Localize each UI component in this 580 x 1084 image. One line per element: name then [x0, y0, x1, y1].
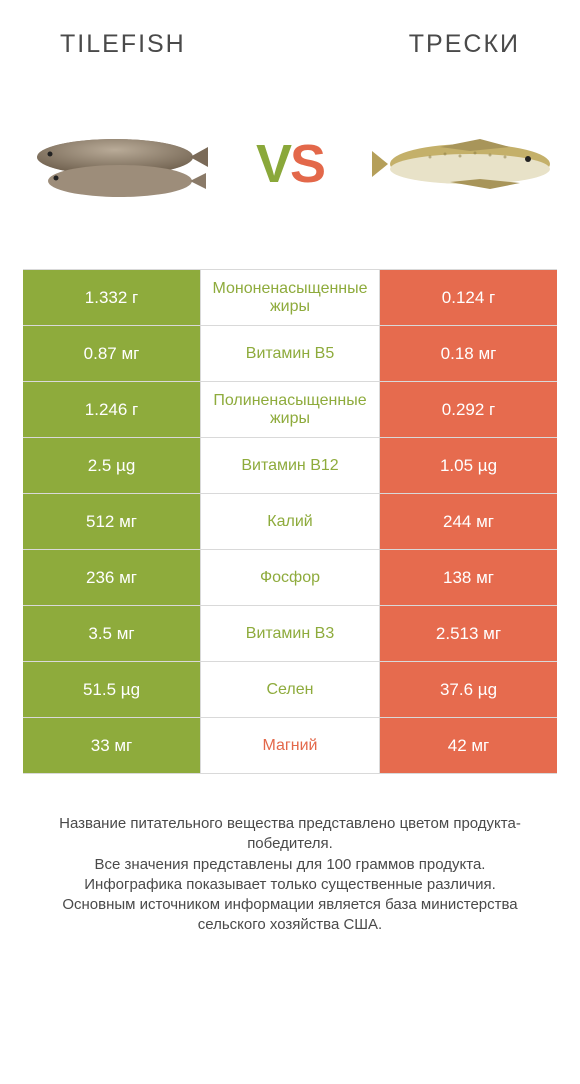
table-row: 1.246 гПолиненасыщенные жиры0.292 г — [23, 382, 557, 438]
left-value-cell: 236 мг — [23, 550, 201, 605]
left-value-cell: 1.332 г — [23, 270, 201, 325]
right-value-cell: 0.292 г — [379, 382, 557, 437]
table-row: 1.332 гМононенасыщенные жиры0.124 г — [23, 270, 557, 326]
vs-v: V — [256, 134, 290, 194]
right-value-cell: 1.05 µg — [379, 438, 557, 493]
left-value-cell: 33 мг — [23, 718, 201, 773]
footer-line: Название питательного вещества представл… — [30, 814, 550, 855]
table-row: 3.5 мгВитамин B32.513 мг — [23, 606, 557, 662]
right-value-cell: 37.6 µg — [379, 662, 557, 717]
left-value-cell: 51.5 µg — [23, 662, 201, 717]
nutrient-label-cell: Витамин B12 — [201, 438, 379, 493]
vs-s: S — [290, 134, 324, 194]
left-value-cell: 512 мг — [23, 494, 201, 549]
table-row: 512 мгКалий244 мг — [23, 494, 557, 550]
footer-line: Инфографика показывает только существенн… — [30, 875, 550, 895]
left-value-cell: 2.5 µg — [23, 438, 201, 493]
table-row: 33 мгМагний42 мг — [23, 718, 557, 774]
right-value-cell: 42 мг — [379, 718, 557, 773]
nutrient-label-cell: Магний — [201, 718, 379, 773]
nutrient-label-cell: Мононенасыщенные жиры — [201, 270, 379, 325]
table-row: 0.87 мгВитамин B50.18 мг — [23, 326, 557, 382]
left-value-cell: 1.246 г — [23, 382, 201, 437]
footer-line: Основным источником информации является … — [30, 895, 550, 936]
comparison-table: 1.332 гМононенасыщенные жиры0.124 г0.87 … — [23, 269, 557, 774]
left-product-title: TILEFISH — [60, 30, 186, 59]
nutrient-label-cell: Витамин B3 — [201, 606, 379, 661]
right-value-cell: 138 мг — [379, 550, 557, 605]
right-value-cell: 244 мг — [379, 494, 557, 549]
nutrient-label-cell: Витамин B5 — [201, 326, 379, 381]
left-product-image — [20, 109, 210, 219]
header: TILEFISH ТРЕСКИ — [0, 0, 580, 69]
footer-line: Все значения представлены для 100 граммо… — [30, 855, 550, 875]
footer-notes: Название питательного вещества представл… — [30, 814, 550, 936]
right-value-cell: 0.124 г — [379, 270, 557, 325]
table-row: 2.5 µgВитамин B121.05 µg — [23, 438, 557, 494]
left-value-cell: 3.5 мг — [23, 606, 201, 661]
right-value-cell: 2.513 мг — [379, 606, 557, 661]
right-product-title: ТРЕСКИ — [409, 30, 520, 59]
table-row: 51.5 µgСелен37.6 µg — [23, 662, 557, 718]
nutrient-label-cell: Селен — [201, 662, 379, 717]
right-product-image — [370, 109, 560, 219]
left-value-cell: 0.87 мг — [23, 326, 201, 381]
vs-row: VS — [0, 69, 580, 269]
nutrient-label-cell: Фосфор — [201, 550, 379, 605]
table-row: 236 мгФосфор138 мг — [23, 550, 557, 606]
right-value-cell: 0.18 мг — [379, 326, 557, 381]
nutrient-label-cell: Калий — [201, 494, 379, 549]
vs-label: VS — [256, 133, 324, 195]
nutrient-label-cell: Полиненасыщенные жиры — [201, 382, 379, 437]
